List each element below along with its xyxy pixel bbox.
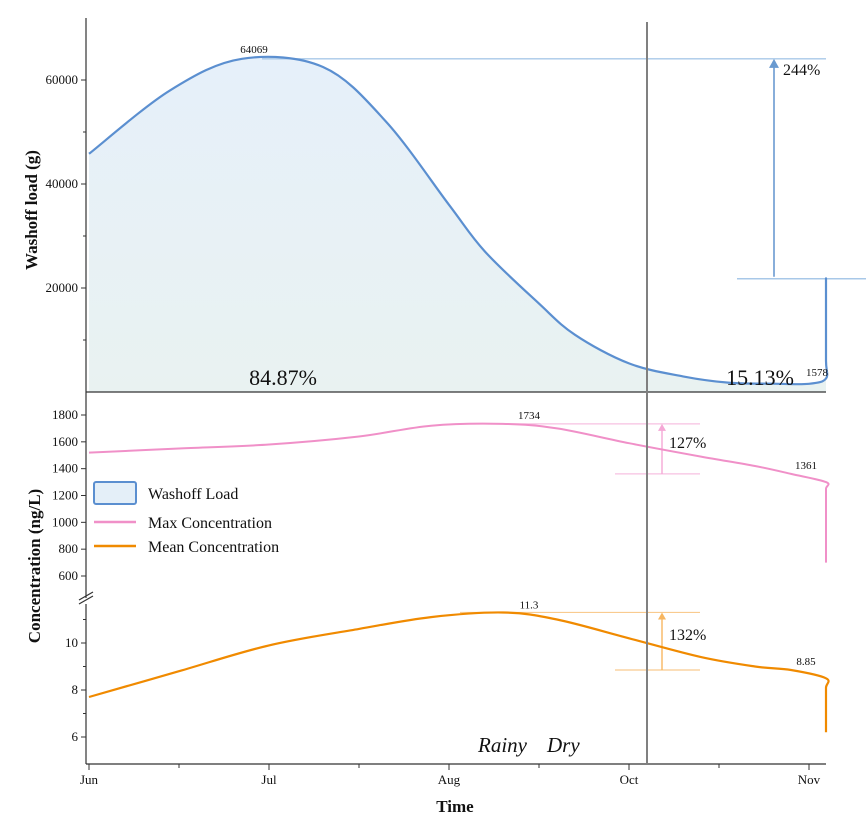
washoff-y-axis-title: Washoff load (g) xyxy=(22,150,41,270)
mean-y-tick-label-1: 8 xyxy=(72,682,79,697)
max-y-tick-label-5: 1600 xyxy=(52,434,78,449)
mean-y-tick-label-2: 10 xyxy=(65,635,78,650)
washoff-y-tick-label-2: 60000 xyxy=(46,72,79,87)
legend: Washoff Load Max Concentration Mean Conc… xyxy=(93,481,279,556)
line-layer xyxy=(88,55,830,733)
mean-y-tick-label-0: 6 xyxy=(72,729,79,744)
label-layer: 127%132%64069157821780244%1734136187411.… xyxy=(240,44,829,668)
x-tick-label-0: Jun xyxy=(80,772,99,787)
mean-concentration-change-label: 132% xyxy=(669,627,706,644)
x-tick-label-3: Oct xyxy=(620,772,639,787)
max-concentration-change-label: 127% xyxy=(669,435,706,452)
max-concentration-value-label-0: 1734 xyxy=(518,410,541,422)
max-y-tick-label-6: 1800 xyxy=(52,407,78,422)
legend-label-washoff: Washoff Load xyxy=(148,486,238,503)
max-concentration-line xyxy=(88,422,830,563)
legend-label-max: Max Concentration xyxy=(148,515,272,532)
washoff-line xyxy=(88,55,829,386)
washoff-y-tick-label-1: 40000 xyxy=(46,176,79,191)
axis-layer: 20000 40000 60000 600 800 1000 1200 1400 1600 180… xyxy=(46,18,826,787)
max-concentration-arrowhead xyxy=(658,423,666,431)
washoff-area-fill xyxy=(89,56,828,392)
guide-layer xyxy=(262,58,866,671)
axis-break-mark-1 xyxy=(78,595,94,605)
washoff-change-label: 244% xyxy=(783,62,820,79)
mean-concentration-arrowhead xyxy=(658,612,666,620)
dry-season-label: Dry xyxy=(546,733,580,757)
max-y-tick-label-2: 1000 xyxy=(52,514,78,529)
washoff-y-tick-label-0: 20000 xyxy=(46,280,79,295)
max-y-tick-label-0: 600 xyxy=(59,568,79,583)
max-concentration-value-label-1: 1361 xyxy=(795,460,817,472)
x-axis-title: Time xyxy=(436,797,474,816)
dry-share-label: 15.13% xyxy=(726,365,794,390)
mean-concentration-value-label-1: 8.85 xyxy=(796,656,816,668)
x-tick-label-1: Jul xyxy=(261,772,277,787)
washoff-peak-label: 64069 xyxy=(240,44,268,56)
max-y-tick-label-4: 1400 xyxy=(52,461,78,476)
max-y-tick-label-3: 1200 xyxy=(52,488,78,503)
axis-break-mark-2 xyxy=(78,591,94,601)
rainy-season-label: Rainy xyxy=(477,733,528,757)
max-y-tick-label-1: 800 xyxy=(59,541,79,556)
concentration-y-axis-title: Concentration (ng/L) xyxy=(25,489,44,643)
washoff-area-layer xyxy=(89,56,828,392)
legend-label-mean: Mean Concentration xyxy=(148,539,279,556)
x-tick-label-2: Aug xyxy=(438,772,461,787)
mean-concentration-line xyxy=(88,611,830,733)
x-tick-label-4: Nov xyxy=(798,772,821,787)
washoff-trough-label: 1578 xyxy=(806,367,829,379)
legend-swatch-washoff xyxy=(93,481,137,505)
mean-concentration-value-label-0: 11.3 xyxy=(520,599,539,611)
washoff-change-arrowhead xyxy=(769,58,779,68)
rainy-share-label: 84.87% xyxy=(249,365,317,390)
